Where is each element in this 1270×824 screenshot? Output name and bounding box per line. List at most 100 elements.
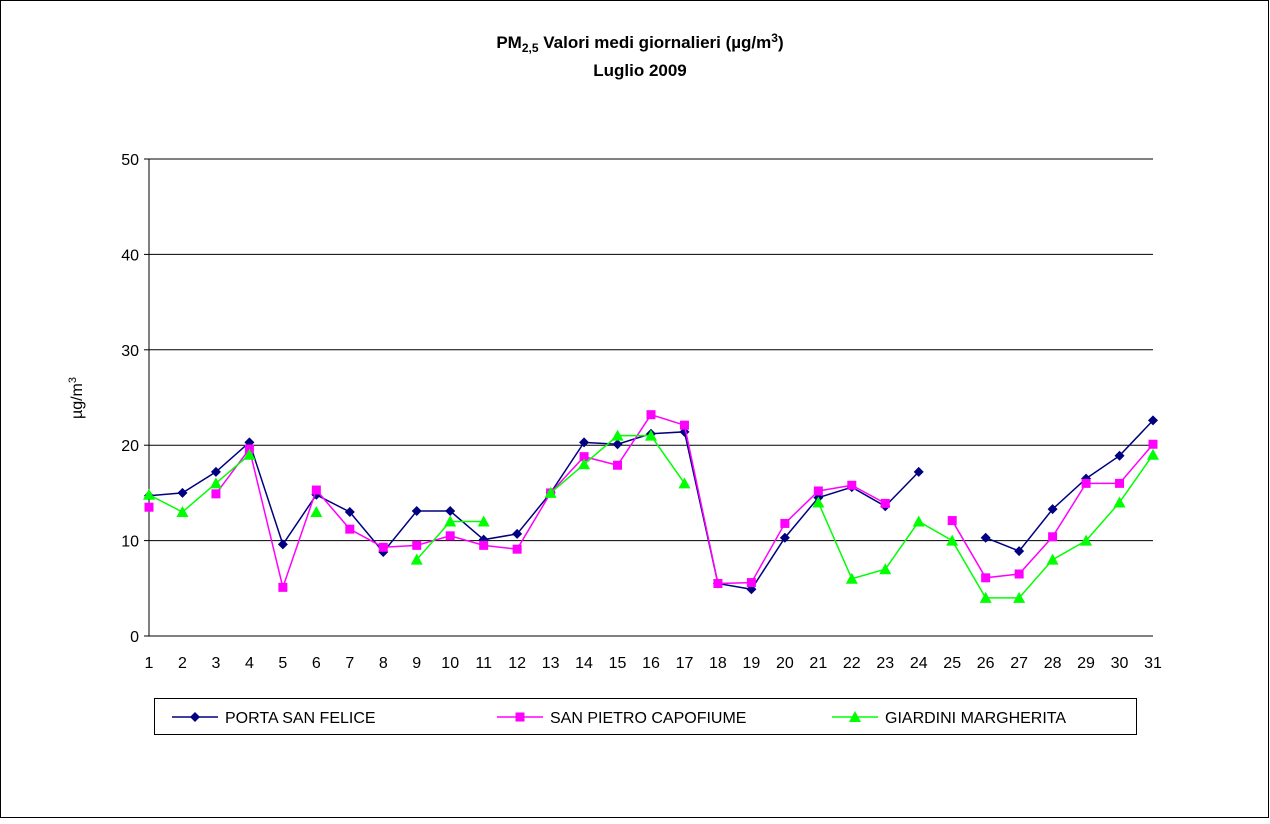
point	[378, 542, 388, 552]
y-tick-label: 40	[121, 247, 139, 264]
legend	[154, 698, 1137, 735]
point	[278, 582, 288, 592]
point	[277, 539, 288, 550]
point	[879, 563, 892, 575]
x-tick-label: 13	[542, 655, 560, 672]
point	[947, 516, 957, 526]
point	[1014, 569, 1024, 579]
point	[1014, 546, 1025, 557]
point	[211, 489, 221, 499]
point	[411, 506, 422, 517]
series-line	[148, 419, 1154, 591]
x-tick-label: 28	[1044, 655, 1062, 672]
legend-label: GIARDINI MARGHERITA	[885, 710, 1066, 727]
title-part: 3	[771, 31, 778, 45]
point	[678, 477, 691, 489]
y-axis-label: µg/m3	[67, 377, 86, 419]
y-tick-label: 10	[121, 534, 139, 551]
point	[344, 506, 355, 517]
x-tick-label: 6	[312, 655, 321, 672]
point	[849, 711, 861, 722]
point	[479, 540, 489, 550]
title-part: Valori medi giornalieri (µg/m	[539, 33, 772, 52]
legend-label: PORTA SAN FELICE	[225, 710, 376, 727]
point	[310, 505, 323, 517]
point	[311, 485, 321, 495]
x-tick-label: 18	[709, 655, 727, 672]
point	[177, 487, 188, 498]
point	[646, 410, 656, 420]
point	[912, 515, 925, 527]
point	[176, 505, 189, 517]
point	[980, 532, 991, 543]
x-tick-label: 20	[776, 655, 794, 672]
point	[611, 429, 624, 441]
y-tick-label: 0	[130, 629, 139, 646]
y-label-part: 3	[67, 377, 79, 383]
y-tick-label: 50	[121, 152, 139, 169]
x-tick-label: 16	[642, 655, 660, 672]
point	[813, 486, 823, 496]
point	[913, 466, 924, 477]
x-tick-label: 1	[145, 655, 154, 672]
x-tick-label: 5	[278, 655, 287, 672]
x-tick-label: 17	[676, 655, 694, 672]
point	[579, 452, 589, 462]
point	[345, 524, 355, 534]
y-tick-label: 30	[121, 343, 139, 360]
point	[1013, 591, 1026, 603]
x-tick-label: 19	[743, 655, 761, 672]
point	[544, 486, 557, 498]
x-tick-label: 29	[1077, 655, 1095, 672]
x-tick-label: 22	[843, 655, 861, 672]
point	[144, 502, 154, 512]
x-tick-label: 15	[609, 655, 627, 672]
point	[679, 420, 689, 430]
x-tick-label: 2	[178, 655, 187, 672]
point	[445, 531, 455, 541]
x-tick-label: 3	[211, 655, 220, 672]
point	[812, 496, 825, 508]
x-tick-label: 10	[441, 655, 459, 672]
point	[444, 515, 457, 527]
x-tick-label: 25	[943, 655, 961, 672]
point	[1048, 532, 1058, 542]
point	[779, 532, 790, 543]
point	[512, 544, 522, 554]
x-tick-label: 9	[412, 655, 421, 672]
x-tick-label: 14	[575, 655, 593, 672]
point	[1148, 415, 1158, 426]
chart-subtitle: Luglio 2009	[593, 61, 687, 80]
y-label-part: µg/m	[69, 383, 86, 419]
point	[1147, 448, 1159, 460]
x-tick-label: 23	[876, 655, 894, 672]
point	[410, 553, 423, 565]
point	[1047, 504, 1058, 515]
x-tick-label: 12	[508, 655, 526, 672]
point	[612, 439, 623, 450]
title-part: PM	[496, 33, 522, 52]
y-tick-label: 20	[121, 438, 139, 455]
x-tick-label: 4	[245, 655, 254, 672]
point	[979, 591, 992, 603]
point	[209, 477, 222, 489]
point	[1114, 450, 1125, 461]
point	[645, 429, 657, 441]
point	[579, 437, 590, 448]
point	[515, 712, 525, 722]
title-part: 2,5	[522, 41, 539, 55]
point	[1046, 553, 1059, 565]
point	[143, 488, 155, 500]
title-part: )	[778, 33, 784, 52]
x-tick-label: 8	[379, 655, 388, 672]
x-tick-label: 26	[977, 655, 995, 672]
x-tick-label: 11	[475, 655, 492, 672]
x-tick-label: 27	[1010, 655, 1028, 672]
point	[847, 480, 857, 490]
point	[713, 579, 723, 589]
point	[190, 712, 200, 722]
point	[1080, 534, 1093, 546]
